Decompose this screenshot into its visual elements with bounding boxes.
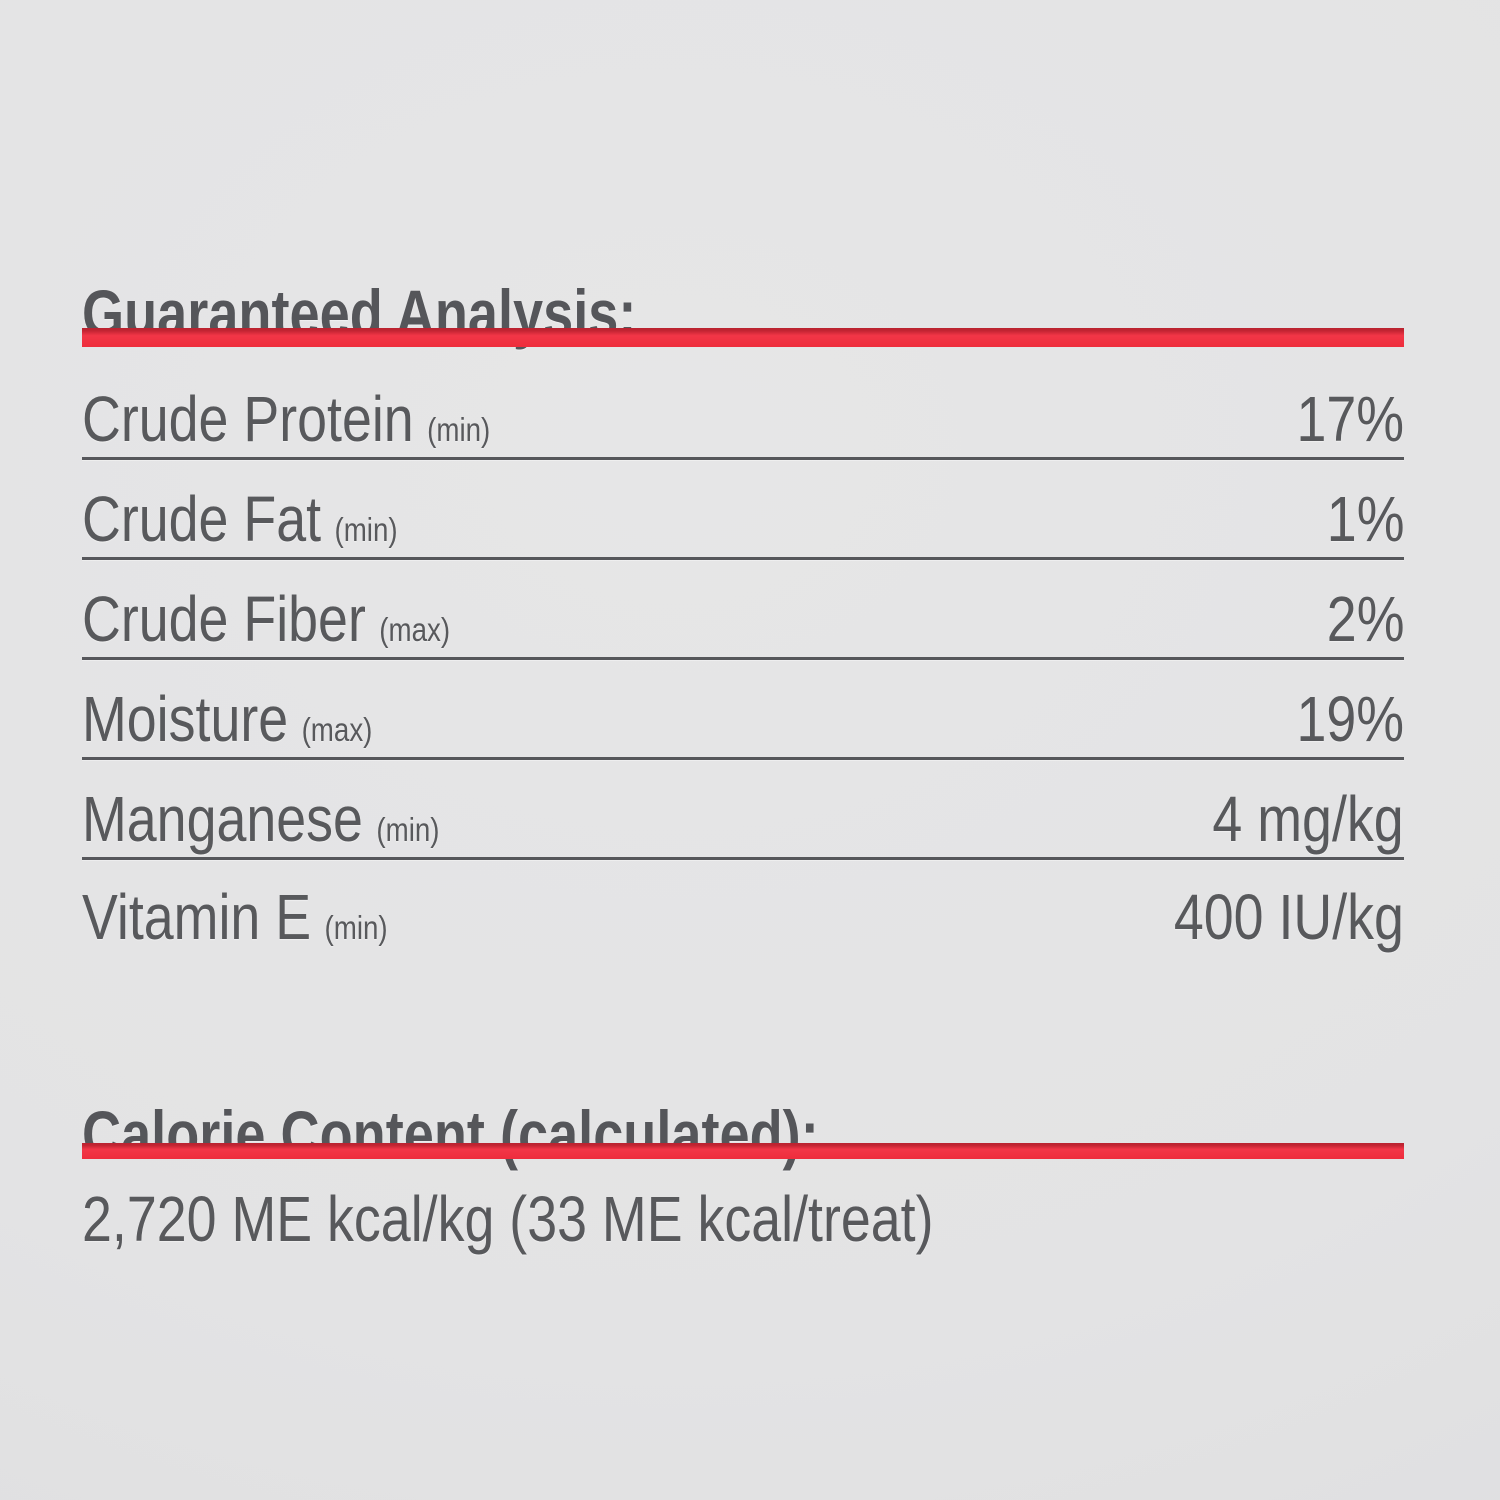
red-divider-bar-bottom bbox=[82, 1143, 1404, 1159]
nutrient-name: Vitamin E bbox=[82, 881, 312, 953]
nutrient-name: Crude Fiber bbox=[82, 583, 366, 655]
table-row-crude-protein: Crude Protein (min) 17% bbox=[82, 347, 1404, 460]
nutrient-qualifier: (min) bbox=[376, 811, 440, 848]
nutrient-name: Crude Fat bbox=[82, 483, 322, 555]
nutrient-qualifier: (min) bbox=[334, 511, 398, 548]
nutrient-qualifier: (min) bbox=[427, 411, 491, 448]
nutrient-value: 2% bbox=[1326, 583, 1404, 655]
nutrient-name: Crude Protein bbox=[82, 383, 414, 455]
guaranteed-analysis-table: Crude Protein (min) 17% Crude Fat (min) … bbox=[82, 347, 1404, 955]
table-row-crude-fat: Crude Fat (min) 1% bbox=[82, 460, 1404, 560]
nutrient-value: 1% bbox=[1326, 483, 1404, 555]
nutrient-value: 19% bbox=[1296, 683, 1404, 755]
nutrient-value: 400 IU/kg bbox=[1173, 881, 1404, 953]
row-label-group: Moisture (max) bbox=[82, 687, 372, 751]
red-divider-bar-top bbox=[82, 328, 1404, 347]
nutrient-name: Manganese bbox=[82, 783, 363, 855]
table-row-moisture: Moisture (max) 19% bbox=[82, 660, 1404, 760]
nutrient-value: 17% bbox=[1296, 383, 1404, 455]
row-label-group: Manganese (min) bbox=[82, 787, 440, 851]
calorie-content-value: 2,720 ME kcal/kg (33 ME kcal/treat) bbox=[82, 1183, 934, 1255]
row-label-group: Crude Fiber (max) bbox=[82, 587, 450, 651]
row-label-group: Crude Protein (min) bbox=[82, 387, 490, 451]
row-label-group: Vitamin E (min) bbox=[82, 885, 388, 949]
nutrient-qualifier: (max) bbox=[301, 711, 373, 748]
row-label-group: Crude Fat (min) bbox=[82, 487, 398, 551]
nutrient-name: Moisture bbox=[82, 683, 289, 755]
table-row-manganese: Manganese (min) 4 mg/kg bbox=[82, 760, 1404, 860]
nutrient-qualifier: (min) bbox=[324, 909, 388, 946]
table-row-crude-fiber: Crude Fiber (max) 2% bbox=[82, 560, 1404, 660]
nutrient-value: 4 mg/kg bbox=[1212, 783, 1404, 855]
nutrient-qualifier: (max) bbox=[379, 611, 451, 648]
table-row-vitamin-e: Vitamin E (min) 400 IU/kg bbox=[82, 860, 1404, 955]
